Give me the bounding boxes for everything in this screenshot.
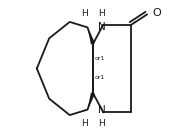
Text: O: O — [153, 8, 161, 18]
Text: N: N — [98, 22, 106, 32]
Text: N: N — [98, 105, 106, 115]
Text: H: H — [99, 9, 105, 18]
Text: H: H — [99, 119, 105, 128]
Text: H: H — [81, 9, 88, 18]
Polygon shape — [88, 27, 95, 45]
Text: or1: or1 — [94, 56, 105, 61]
Text: H: H — [81, 119, 88, 128]
Polygon shape — [88, 92, 95, 110]
Text: or1: or1 — [94, 75, 105, 80]
